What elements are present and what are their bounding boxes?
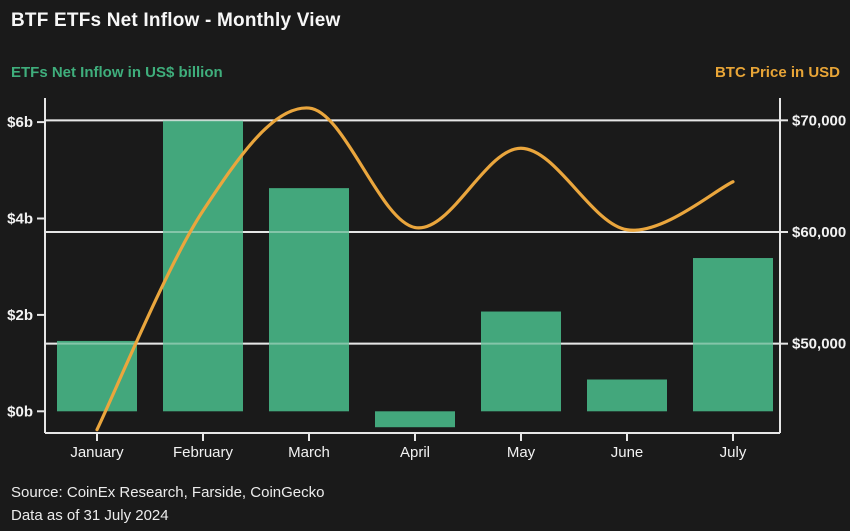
asof-text: Data as of 31 July 2024 [11, 507, 169, 524]
left-tick-label: $6b [7, 114, 33, 131]
left-tick-label: $2b [7, 307, 33, 324]
bar-april [375, 411, 455, 428]
right-axis-title: BTC Price in USD [714, 64, 840, 81]
month-label: January [70, 444, 124, 461]
month-label: March [288, 444, 330, 461]
bar-july [693, 258, 773, 412]
bar-june [587, 379, 667, 412]
btc-price-line [95, 106, 735, 432]
page-title: BTF ETFs Net Inflow - Monthly View [11, 10, 341, 31]
left-tick-label: $0b [7, 403, 33, 420]
left-axis-title: ETFs Net Inflow in US$ billion [11, 64, 223, 81]
month-label: July [720, 444, 747, 461]
right-tick-label: $50,000 [792, 336, 846, 353]
footer: Source: CoinEx Research, Farside, CoinGe… [11, 481, 324, 527]
source-text: Source: CoinEx Research, Farside, CoinGe… [11, 484, 325, 501]
bar-january [57, 340, 137, 412]
right-tick-label: $60,000 [792, 224, 846, 241]
month-label: February [173, 444, 234, 461]
bar-march [269, 188, 349, 412]
bar-february [163, 120, 243, 412]
right-tick-label: $70,000 [792, 112, 846, 129]
bar-may [481, 311, 561, 412]
month-label: April [400, 444, 430, 461]
month-label: May [507, 444, 536, 461]
left-tick-label: $4b [7, 211, 33, 228]
month-label: June [611, 444, 644, 461]
